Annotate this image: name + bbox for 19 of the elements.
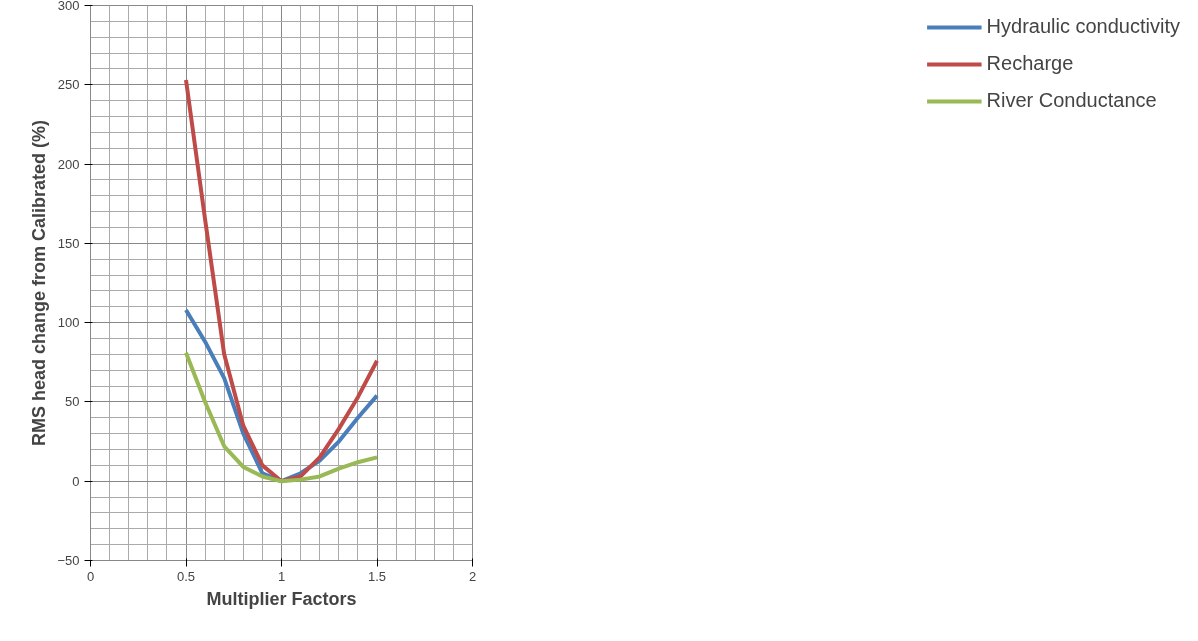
x-tick-label: 1 <box>277 568 286 584</box>
y-tick-label: 0 <box>72 473 80 489</box>
x-tick-label: 0.5 <box>176 568 196 584</box>
x-axis-title: Multiplier Factors <box>206 588 357 609</box>
y-axis-title: RMS head change from Calibrated (%) <box>29 119 50 447</box>
x-tick-label: 2 <box>468 568 477 584</box>
y-tick-label: 100 <box>57 315 80 331</box>
y-tick-label: 250 <box>57 77 80 93</box>
legend-label: River Conductance <box>986 89 1157 112</box>
y-tick-label: 300 <box>57 0 80 13</box>
y-tick-label: −50 <box>57 553 80 568</box>
legend-label: Hydraulic conductivity <box>986 15 1180 38</box>
x-tick-label: 0 <box>86 568 95 584</box>
x-tick-label: 1.5 <box>367 568 387 584</box>
y-tick-label: 200 <box>57 156 80 172</box>
line-series <box>184 350 379 484</box>
y-tick-label: 50 <box>65 394 80 410</box>
legend-label: Recharge <box>986 52 1074 75</box>
y-tick-label: 150 <box>57 235 80 251</box>
